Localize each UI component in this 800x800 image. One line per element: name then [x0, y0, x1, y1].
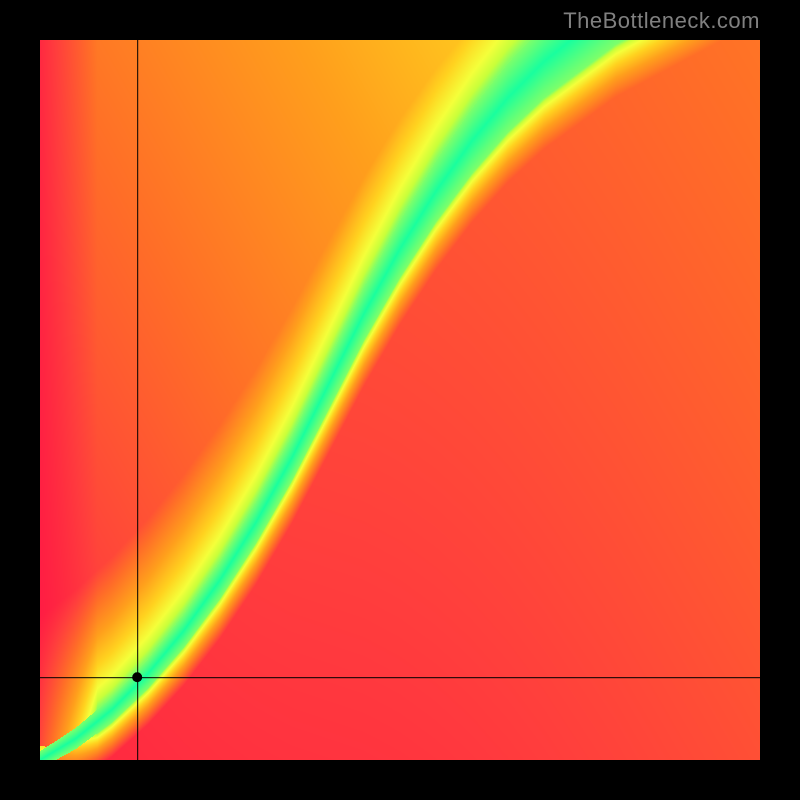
watermark-text: TheBottleneck.com — [563, 8, 760, 34]
heatmap-canvas — [40, 40, 760, 760]
bottleneck-heatmap — [40, 40, 760, 760]
